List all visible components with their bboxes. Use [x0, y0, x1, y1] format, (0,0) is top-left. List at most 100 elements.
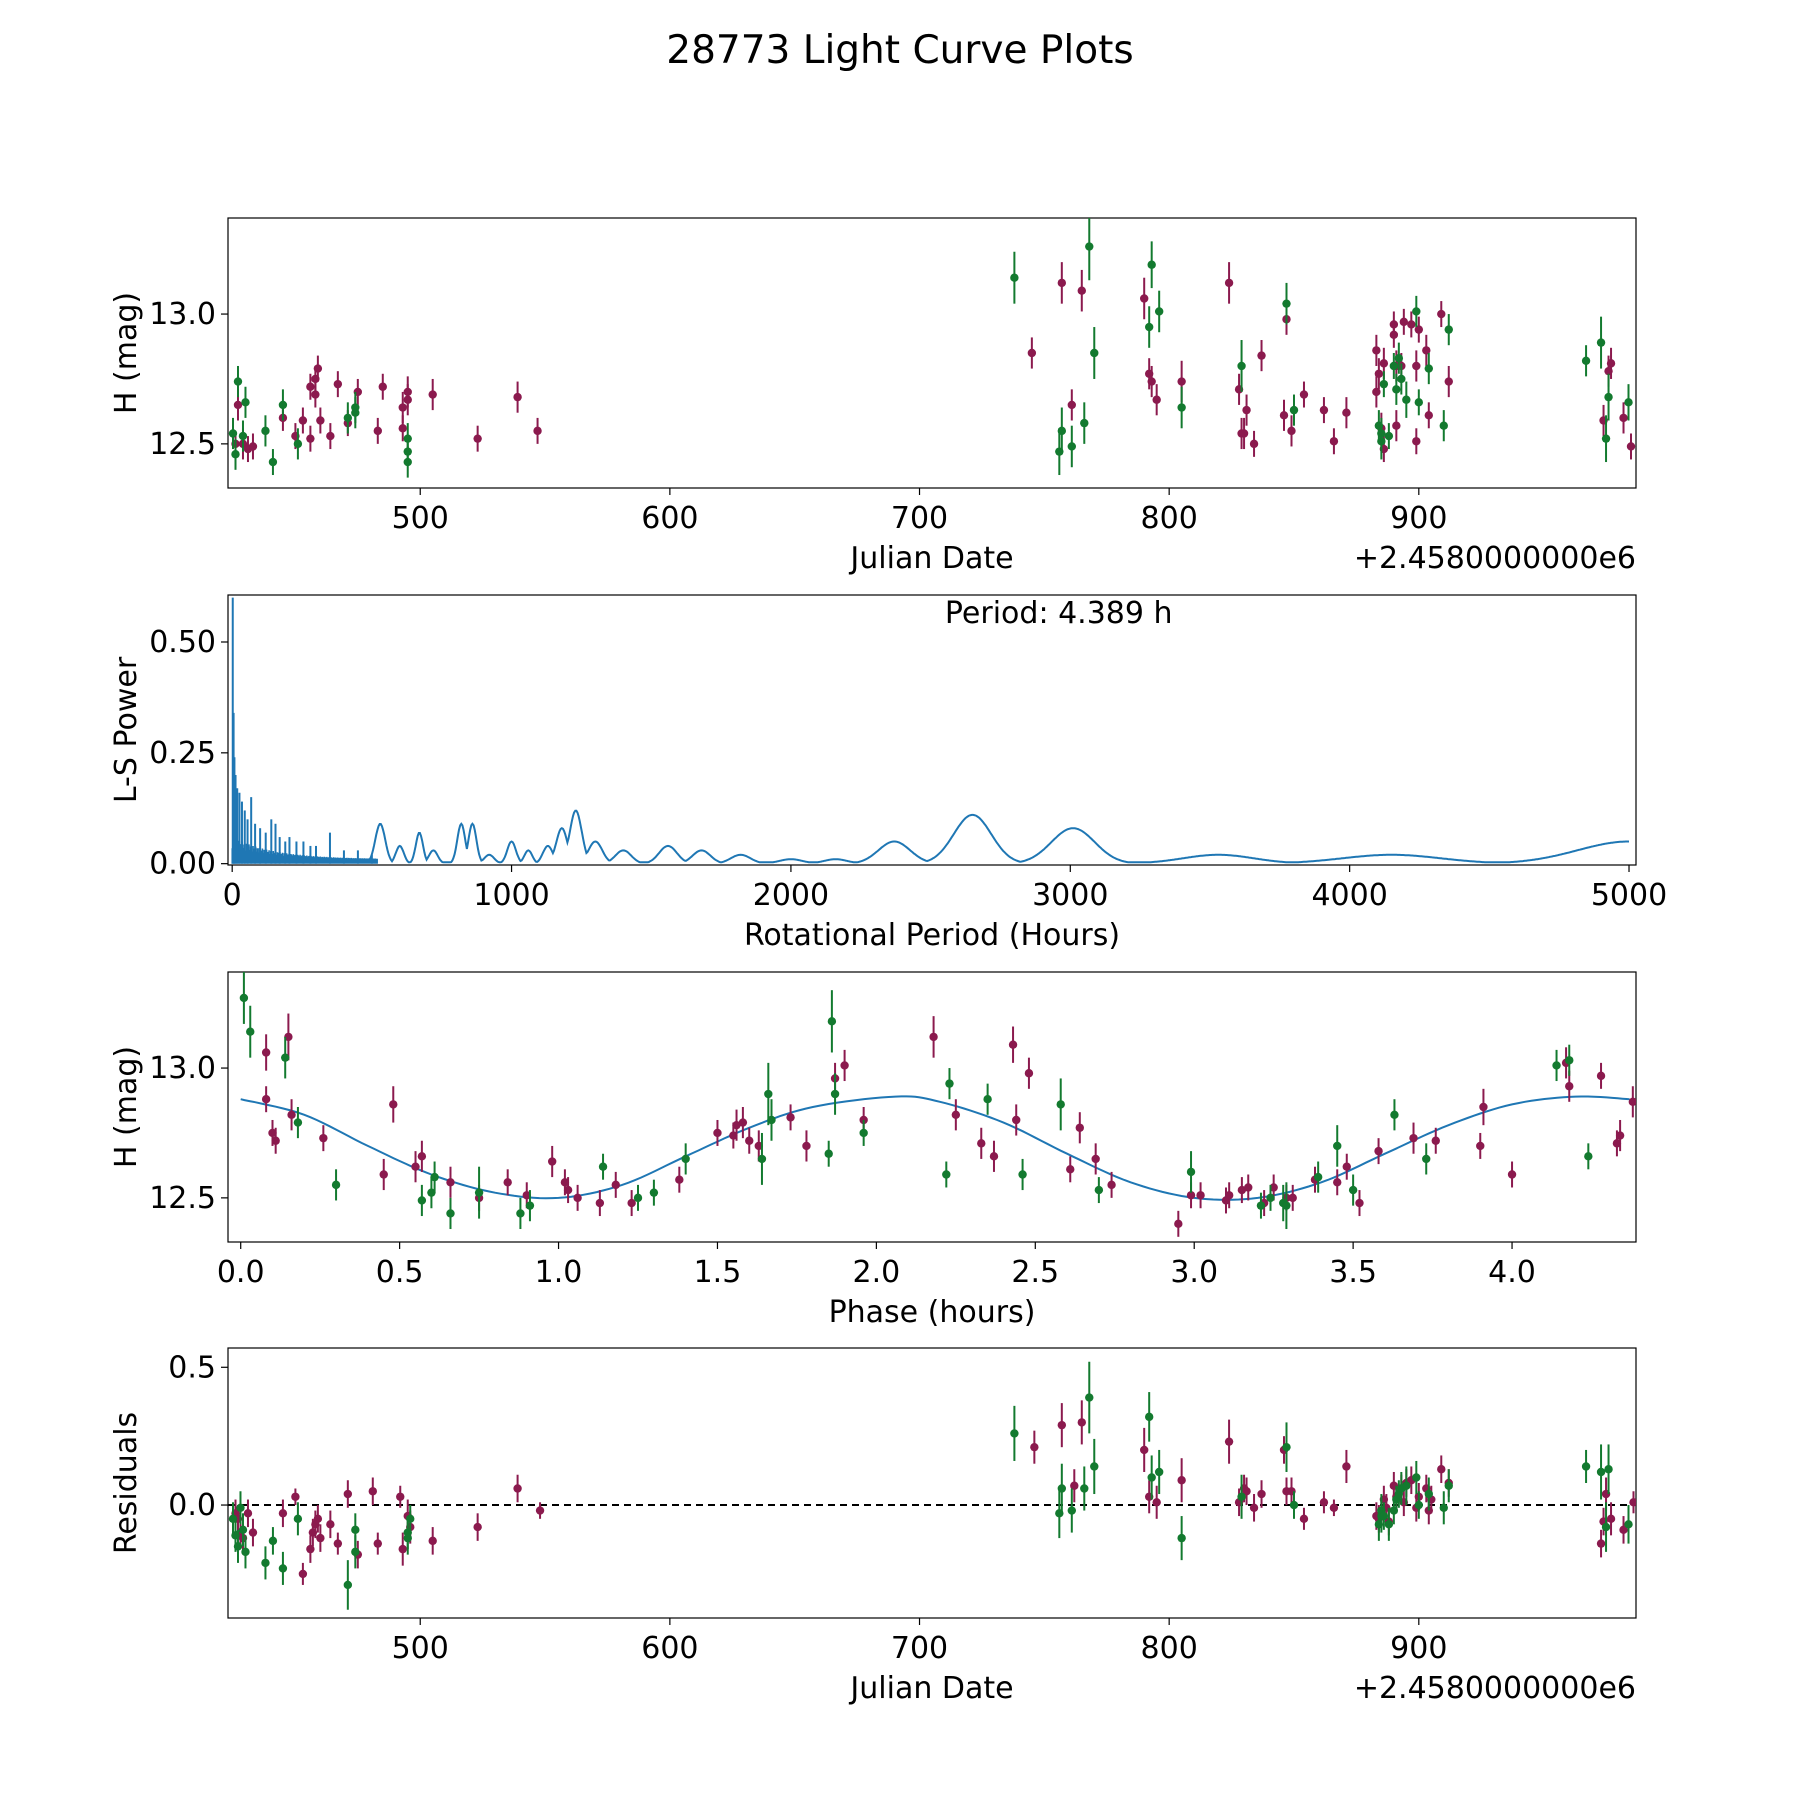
point-marker [1067, 442, 1077, 451]
data-point [403, 438, 412, 465]
data-point [379, 1158, 388, 1191]
point-marker [351, 1547, 360, 1557]
data-point [1077, 1400, 1086, 1445]
data-point [1348, 1174, 1358, 1206]
data-point [243, 1499, 253, 1528]
point-marker [293, 1514, 303, 1524]
data-point [1196, 1182, 1205, 1209]
data-point [1619, 1516, 1628, 1544]
data-point [236, 1491, 245, 1525]
data-point [767, 1099, 776, 1141]
data-point [1080, 1466, 1089, 1511]
point-marker [595, 1198, 605, 1208]
point-marker [261, 1048, 271, 1057]
point-marker [446, 1209, 455, 1218]
data-point [1090, 327, 1099, 379]
point-marker [1422, 1154, 1431, 1164]
point-marker [1024, 1069, 1034, 1078]
data-point [675, 1166, 684, 1193]
data-point [1439, 1491, 1448, 1525]
data-point [403, 384, 412, 416]
data-point [1355, 1190, 1364, 1217]
data-point [473, 1513, 482, 1541]
data-point [627, 1190, 636, 1217]
data-point [1389, 321, 1399, 348]
y-tick-label: 0.25 [149, 736, 216, 771]
data-point [1437, 301, 1446, 328]
point-marker [1090, 1462, 1099, 1471]
point-marker [379, 1170, 388, 1179]
data-point [1239, 417, 1249, 450]
point-marker [929, 1032, 938, 1042]
point-marker [293, 439, 303, 449]
point-marker [331, 1180, 341, 1190]
point-marker [1374, 1146, 1383, 1156]
data-point [1342, 397, 1351, 429]
y-axis-label: H (mag) [109, 292, 144, 414]
x-tick-label: 700 [891, 1631, 948, 1666]
point-marker [627, 1198, 636, 1208]
point-marker [268, 1536, 278, 1546]
x-tick-label: 2.0 [853, 1255, 901, 1290]
point-marker [681, 1154, 690, 1164]
point-marker [351, 403, 360, 412]
point-marker [786, 1113, 795, 1122]
point-marker [343, 1489, 353, 1499]
point-marker [1389, 361, 1399, 371]
data-point [1424, 353, 1433, 385]
data-point [1439, 410, 1448, 442]
data-point [1372, 334, 1381, 366]
data-point [1581, 1449, 1591, 1483]
data-point [1601, 1502, 1611, 1552]
data-point [278, 1499, 288, 1528]
point-marker [1424, 1489, 1433, 1499]
data-point [525, 1190, 535, 1222]
point-marker [1333, 1141, 1342, 1151]
point-marker [1379, 1511, 1389, 1521]
data-point [598, 1153, 608, 1180]
x-offset-text: +2.4580000000e6 [1354, 1671, 1636, 1706]
data-point [1107, 1171, 1116, 1198]
y-tick-label: 0.00 [149, 847, 216, 882]
point-marker [1412, 361, 1421, 371]
point-marker [611, 1180, 620, 1190]
point-marker [1615, 1131, 1625, 1140]
point-marker [1282, 299, 1291, 308]
point-marker [1629, 1498, 1636, 1507]
point-marker [1596, 1467, 1606, 1477]
point-marker [1601, 1522, 1611, 1532]
point-marker [333, 1539, 343, 1548]
point-marker [729, 1131, 738, 1140]
data-point [738, 1107, 748, 1139]
data-point [1392, 373, 1401, 405]
point-marker [241, 1547, 250, 1557]
point-marker [1379, 359, 1389, 368]
point-marker [1196, 1191, 1205, 1200]
point-marker [1601, 434, 1611, 443]
point-marker [1612, 1139, 1622, 1148]
data-point [430, 1161, 439, 1193]
point-marker [1012, 1115, 1021, 1125]
data-point [1010, 1405, 1019, 1461]
data-point [951, 1099, 961, 1131]
data-point [1070, 1469, 1079, 1503]
data-point [1094, 1177, 1104, 1204]
point-marker [1476, 1141, 1485, 1151]
point-marker [291, 1492, 300, 1501]
data-point [1237, 1474, 1246, 1519]
data-point [1152, 384, 1161, 416]
data-point [1174, 1210, 1183, 1237]
data-point [343, 1480, 353, 1508]
data-point [268, 449, 278, 476]
point-marker [1139, 1445, 1149, 1455]
series-band1 [261, 1013, 1636, 1237]
data-point [241, 386, 250, 418]
point-marker [1565, 1082, 1574, 1091]
point-marker [261, 1558, 270, 1568]
data-point [271, 1127, 280, 1154]
data-point [1257, 340, 1266, 372]
point-marker [403, 447, 412, 456]
data-point [649, 1179, 659, 1206]
point-marker [1288, 1193, 1297, 1203]
point-marker [473, 1522, 482, 1532]
